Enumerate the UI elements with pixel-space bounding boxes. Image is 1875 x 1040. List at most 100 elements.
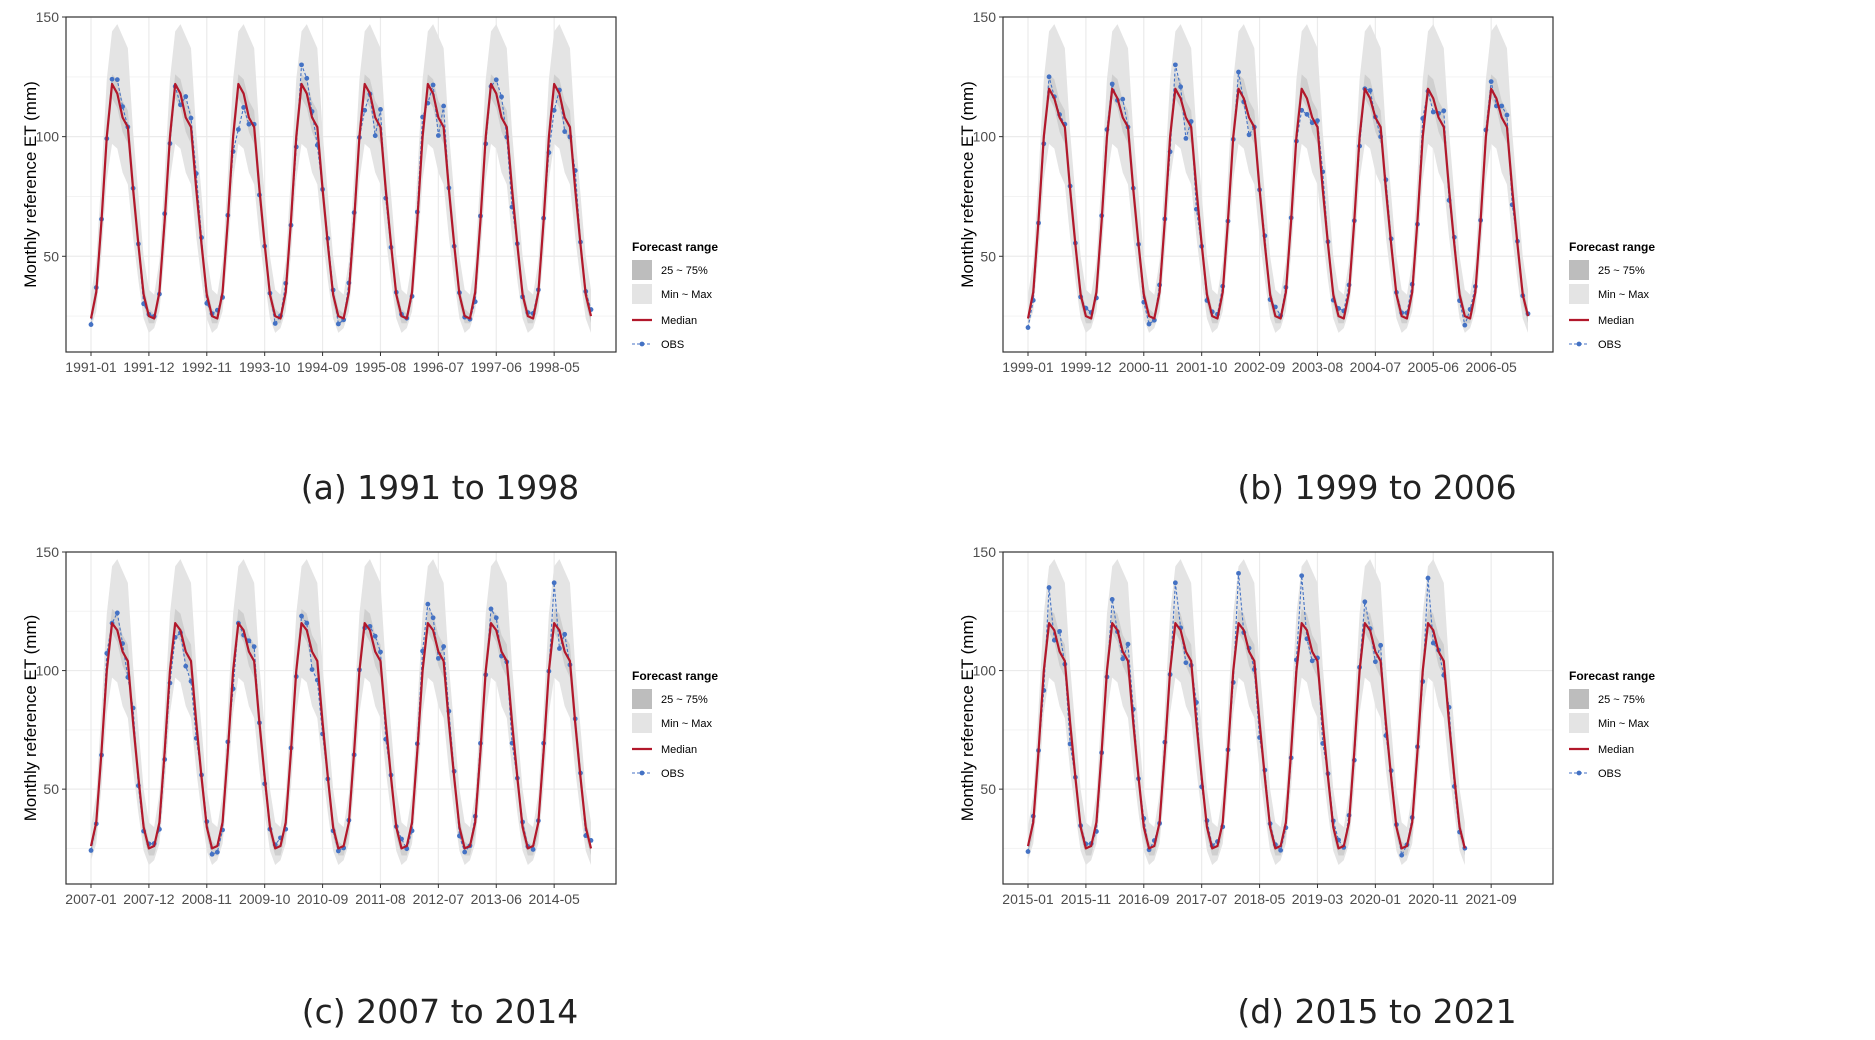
x-tick-label: 2007-01 bbox=[65, 891, 117, 907]
x-tick-label: 2018-05 bbox=[1234, 891, 1286, 907]
y-tick-label: 50 bbox=[43, 248, 59, 264]
obs-point bbox=[183, 94, 189, 99]
x-tick-label: 2001-10 bbox=[1176, 359, 1228, 375]
obs-point bbox=[430, 82, 436, 88]
x-tick-label: 2014-05 bbox=[528, 891, 580, 907]
legend-swatch-obs-point bbox=[1576, 770, 1582, 776]
obs-point bbox=[299, 62, 304, 68]
obs-point bbox=[1372, 659, 1378, 665]
y-tick-label: 150 bbox=[36, 9, 60, 25]
x-tick-label: 2005-06 bbox=[1408, 359, 1460, 375]
x-tick-label: 2008-11 bbox=[182, 891, 233, 907]
chart-caption: (a) 1991 to 1998 bbox=[300, 468, 580, 507]
obs-point bbox=[557, 646, 562, 651]
obs-point bbox=[1425, 575, 1431, 581]
x-tick-label: 1994-09 bbox=[297, 359, 349, 375]
obs-point bbox=[114, 77, 120, 83]
obs-point bbox=[493, 77, 499, 83]
legend-swatch-obs-point bbox=[639, 341, 645, 347]
obs-point bbox=[1309, 658, 1315, 664]
legend-label-iqr: 25 ~ 75% bbox=[661, 265, 708, 277]
obs-point bbox=[109, 76, 115, 82]
x-tick-label: 2012-07 bbox=[413, 891, 465, 907]
legend-swatch-obs-point bbox=[1576, 341, 1582, 347]
obs-point bbox=[488, 606, 494, 612]
obs-point bbox=[246, 638, 252, 644]
obs-point bbox=[530, 847, 536, 852]
minmax-band bbox=[1028, 24, 1528, 333]
x-tick-label: 2016-09 bbox=[1118, 891, 1170, 907]
x-tick-label: 2003-08 bbox=[1292, 359, 1344, 375]
x-tick-label: 1992-11 bbox=[182, 359, 233, 375]
legend-label-median: Median bbox=[661, 315, 697, 327]
obs-point bbox=[114, 610, 120, 616]
legend-swatch-iqr bbox=[632, 260, 652, 280]
plot-border bbox=[1002, 551, 1554, 885]
x-tick-label: 1997-06 bbox=[471, 359, 523, 375]
y-axis-label: Monthly reference ET (mm) bbox=[21, 615, 40, 822]
legend-label-median: Median bbox=[661, 744, 697, 756]
chart-panel-a: 50 100 150 1991-01 1991-12 1992-11 1993-10 1994… bbox=[0, 0, 937, 520]
obs-point bbox=[362, 107, 368, 113]
obs-point bbox=[235, 127, 241, 132]
x-tick-label: 2007-12 bbox=[123, 891, 175, 907]
x-tick-label: 1993-10 bbox=[239, 359, 291, 375]
chart-c: 50 100 150 2007-01 2007-12 2008-11 2009-10 2010… bbox=[21, 544, 718, 907]
legend-label-obs: OBS bbox=[1598, 768, 1621, 780]
legend-swatch-iqr bbox=[632, 689, 652, 709]
obs-point bbox=[441, 644, 447, 649]
obs-point bbox=[1025, 325, 1031, 330]
obs-point bbox=[209, 851, 215, 857]
obs-point bbox=[1367, 88, 1373, 93]
legend-swatch-obs-point bbox=[639, 770, 645, 776]
legend-label-range: Min ~ Max bbox=[661, 718, 713, 730]
obs-point bbox=[372, 633, 378, 639]
x-tick-label: 1999-01 bbox=[1002, 359, 1054, 375]
x-tick-label: 2006-05 bbox=[1465, 359, 1517, 375]
median-line bbox=[1026, 622, 1466, 850]
chart-caption: (c) 2007 to 2014 bbox=[301, 992, 579, 1031]
obs-point bbox=[1378, 642, 1384, 648]
x-tick-label: 2013-06 bbox=[471, 891, 523, 907]
obs-point bbox=[1057, 628, 1062, 634]
y-axis-label: Monthly reference ET (mm) bbox=[958, 615, 977, 822]
x-tick-label: 1991-12 bbox=[123, 359, 175, 375]
minmax-band bbox=[91, 559, 591, 866]
plot-border bbox=[1002, 16, 1554, 353]
x-tick-label: 2011-08 bbox=[355, 891, 406, 907]
x-tick-label: 2009-10 bbox=[239, 891, 291, 907]
obs-point bbox=[1178, 84, 1184, 90]
obs-point bbox=[335, 848, 341, 854]
chart-b: 50 100 150 1999-01 1999-12 2000-11 2001-10 2002… bbox=[958, 9, 1655, 375]
x-tick-label: 2015-11 bbox=[1061, 891, 1112, 907]
y-tick-label: 150 bbox=[973, 9, 997, 25]
x-tick-label: 1999-12 bbox=[1060, 359, 1112, 375]
obs-point bbox=[1046, 74, 1052, 80]
x-tick-label: 1991-01 bbox=[65, 359, 117, 375]
y-axis-label: Monthly reference ET (mm) bbox=[21, 81, 40, 288]
legend-title: Forecast range bbox=[1569, 240, 1655, 254]
obs-point bbox=[499, 94, 504, 100]
plot-border bbox=[65, 551, 617, 885]
legend: Forecast range 25 ~ 75% Min ~ Max Median OBS bbox=[632, 240, 718, 351]
y-tick-label: 100 bbox=[973, 129, 997, 145]
y-tick-label: 50 bbox=[980, 248, 996, 264]
x-tick-label: 1996-07 bbox=[413, 359, 465, 375]
legend-swatch-range bbox=[1569, 284, 1589, 304]
obs-point bbox=[1246, 132, 1252, 138]
obs-point bbox=[88, 322, 94, 327]
legend-swatch-range bbox=[1569, 713, 1589, 733]
obs-point bbox=[272, 321, 278, 326]
legend: Forecast range 25 ~ 75% Min ~ Max Median OBS bbox=[1569, 669, 1655, 780]
obs-point bbox=[1315, 118, 1320, 124]
x-tick-label: 1998-05 bbox=[528, 359, 580, 375]
legend-title: Forecast range bbox=[632, 240, 718, 254]
obs-point bbox=[214, 849, 220, 855]
x-tick-label: 2021-09 bbox=[1465, 891, 1517, 907]
obs-point bbox=[304, 75, 310, 81]
obs-point bbox=[1304, 111, 1310, 117]
chart-panel-d: 50 100 150 2015-01 2015-11 2016-09 2017-07 2018… bbox=[937, 520, 1874, 1040]
obs-point bbox=[1504, 112, 1510, 118]
obs-point bbox=[1499, 103, 1505, 109]
legend: Forecast range 25 ~ 75% Min ~ Max Median OBS bbox=[632, 669, 718, 780]
